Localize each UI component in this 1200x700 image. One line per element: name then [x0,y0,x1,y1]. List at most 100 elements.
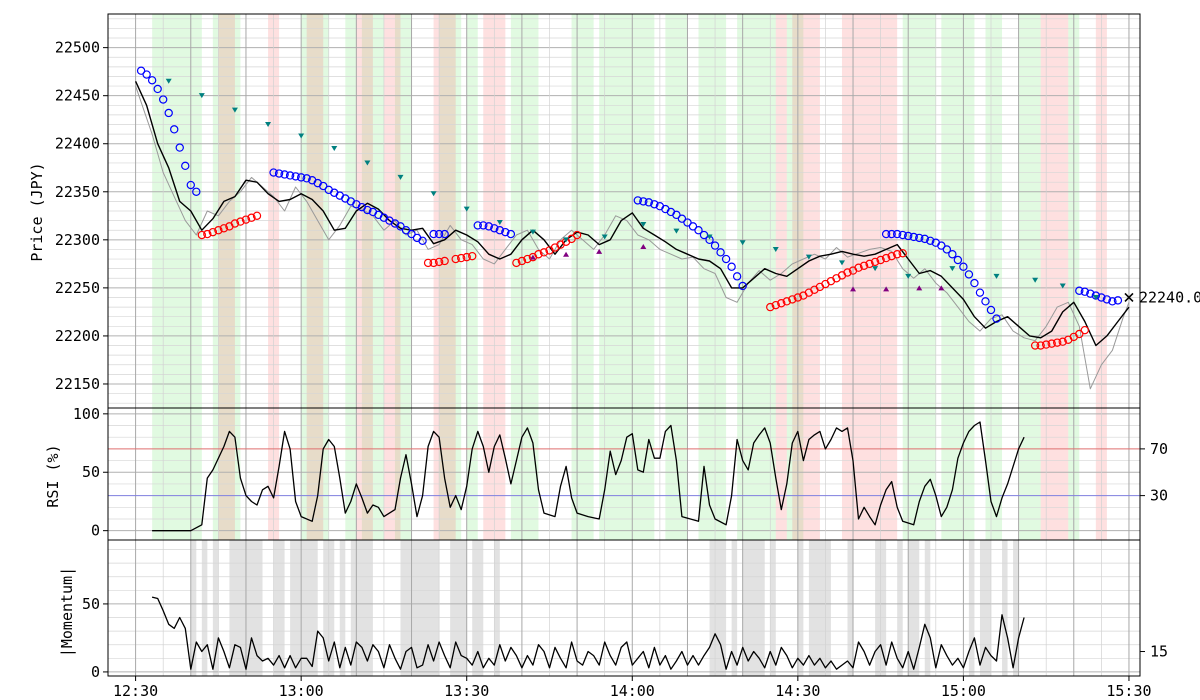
psar-above-point [970,278,979,288]
x-tick-label: 15:30 [1106,682,1151,700]
psar-above-point [683,218,692,227]
psar-below-point [197,230,207,240]
psar-below-point [247,213,256,222]
psar-below-point [1036,341,1045,350]
x-tick-label: 13:30 [444,682,489,700]
bullish-band [941,408,975,540]
psar-above-point [738,281,747,291]
sell-marker [872,266,879,272]
psar-above-point [898,230,907,240]
psar-above-point [892,229,902,239]
price-panel: 22150 22200 22250 22300 22350 22400 22450 22500 [55,14,1140,408]
psar-above-point [716,248,725,257]
psar-above-point [407,229,416,239]
x-tick-label: 15:00 [941,682,986,700]
sell-marker [165,78,172,84]
psar-below-point [462,252,471,262]
low-momentum-band [1013,540,1019,676]
psar-below-point [236,217,245,226]
psar-above-point [192,187,201,196]
momentum-line [151,596,1025,670]
psar-above-point [920,234,929,244]
sell-marker [331,146,338,152]
low-momentum-band [770,540,776,676]
psar-below-point [451,254,460,264]
psar-below-point [219,224,229,233]
low-momentum-band [797,540,804,676]
low-momentum-band [731,540,738,676]
psar-below-point [434,257,444,267]
sell-marker [298,133,305,139]
low-momentum-band [450,540,467,676]
bearish-band [792,408,820,540]
psar-above-point [688,222,698,231]
low-momentum-band [472,540,484,676]
sell-marker [949,266,956,272]
psar-above-point [909,232,918,242]
psar-above-point [677,214,687,223]
psar-below-point [1047,339,1056,348]
psar-below-point [887,251,896,261]
psar-above-point [981,297,990,306]
sell-marker [640,221,647,227]
psar-above-point [937,241,946,250]
bearish-band [356,408,373,540]
sell-marker [772,246,779,252]
psar-above-point [650,200,659,209]
low-momentum-band [808,540,831,676]
psar-above-point [363,205,372,215]
psar-above-point [1108,297,1117,306]
psar-below-point [1058,337,1067,346]
momentum-panel: 0 50 15 [82,540,1168,681]
bullish-band [985,408,1003,540]
psar-below-point [843,268,852,277]
y-tick-label: 22400 [55,135,100,153]
psar-above-point [986,305,996,315]
y-tick-label: 22250 [55,279,100,297]
sell-marker [993,273,1000,279]
psar-below-point [241,215,251,224]
bearish-band [1040,408,1069,540]
psar-above-point [186,180,195,190]
bullish-band [737,408,776,540]
y-tick-label: 0 [91,522,100,540]
psar-above-point [975,288,985,297]
y-tick-label: 100 [73,405,100,423]
x-tick-label: 12:30 [113,682,158,700]
bullish-band [902,408,936,540]
smoothed-price-line [134,81,1130,347]
psar-above-point [1097,293,1106,302]
bullish-band [466,408,478,540]
psar-below-point [208,227,218,237]
psar-above-point [153,84,162,94]
psar-above-point [501,227,510,237]
psar-above-point [959,262,968,271]
rsi-line [152,421,1025,532]
time-axis: 12:30 13:00 13:30 14:00 14:30 15:00 15:30 [113,676,1152,700]
low-momentum-band [212,540,219,676]
psar-below-point [1030,341,1040,350]
psar-below-point [456,253,466,263]
psar-above-point [721,254,731,264]
psar-above-point [158,95,168,104]
sell-marker [1059,283,1066,289]
low-momentum-band [908,540,920,676]
psar-above-point [479,221,488,230]
psar-below-point [203,229,212,239]
low-momentum-band [847,540,854,676]
psar-above-point [964,270,974,279]
rsi-panel: 0 50 100 30 70 [73,405,1168,540]
psar-below-point [252,211,262,221]
momentum-ylabel: |Momentum| [58,567,76,657]
psar-above-point [181,161,190,171]
psar-above-point [727,262,736,271]
y-tick-label: 15 [1150,643,1168,661]
low-momentum-band [979,540,991,676]
psar-above-point [992,314,1001,323]
sell-marker [198,93,205,99]
bullish-band [599,408,655,540]
sell-marker [463,206,470,212]
psar-below-point [865,259,874,269]
psar-above-point [732,272,742,281]
sell-marker [601,234,608,240]
